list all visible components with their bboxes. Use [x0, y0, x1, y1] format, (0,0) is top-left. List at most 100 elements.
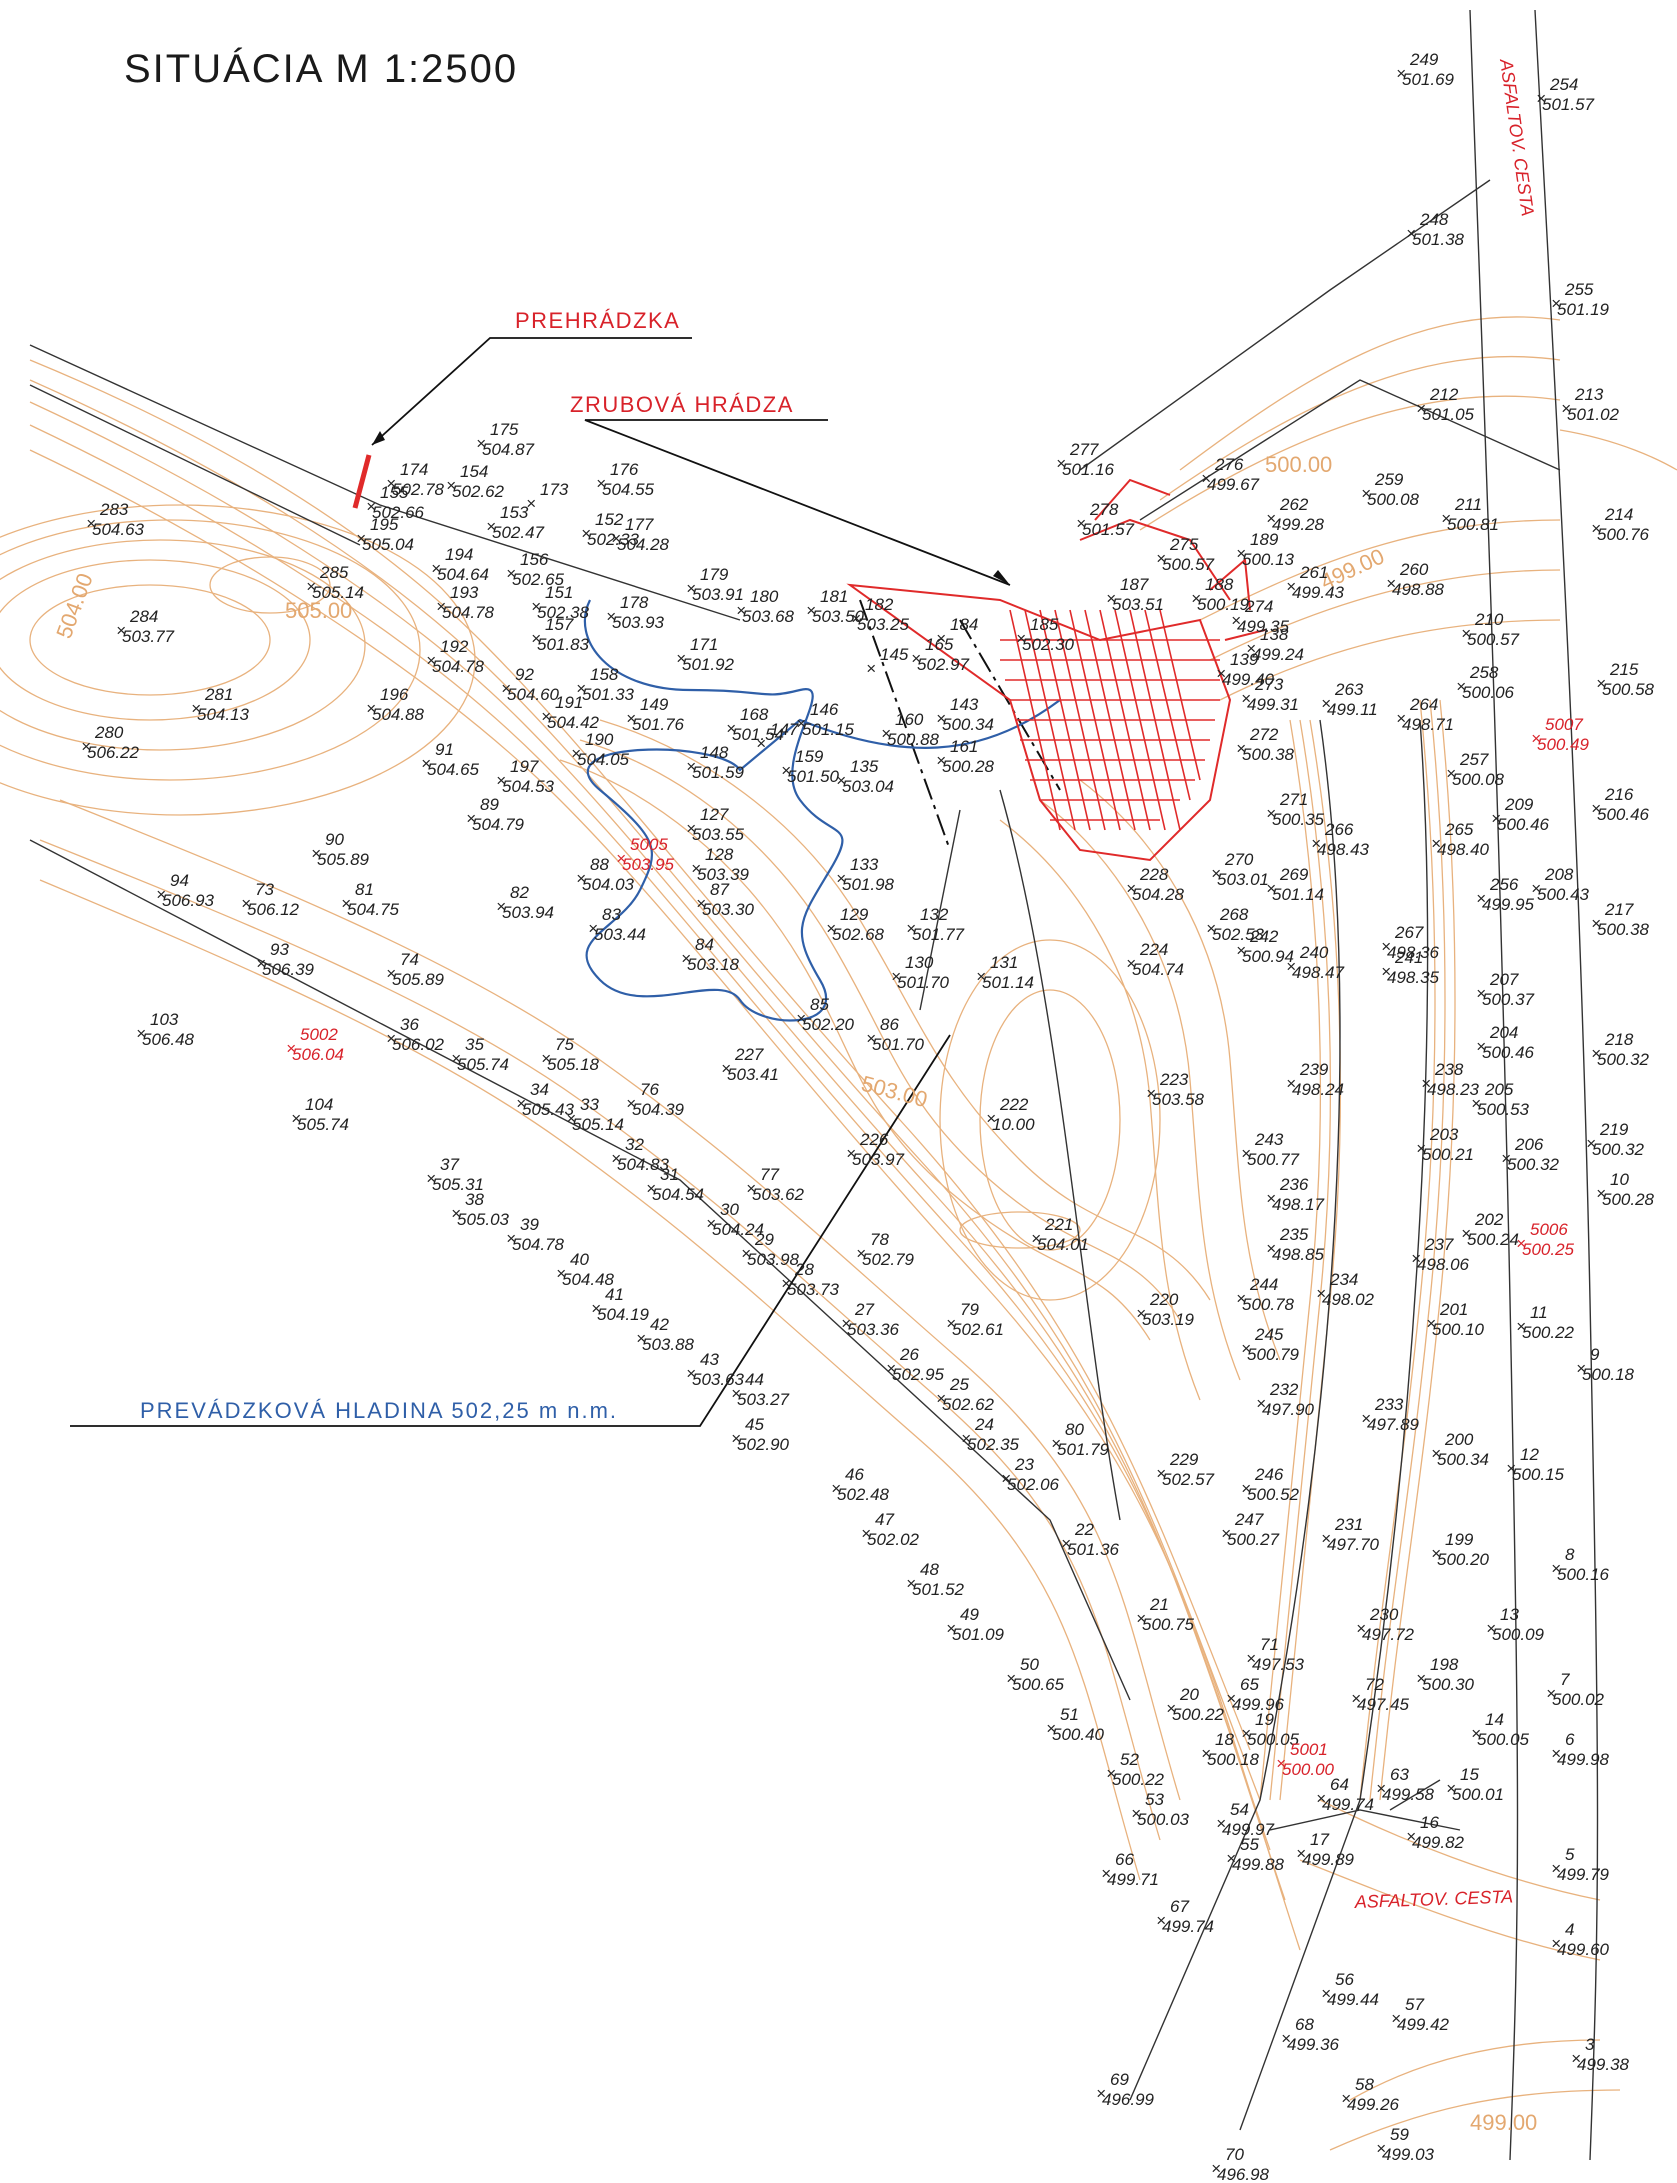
point-marker: ×	[1241, 1479, 1251, 1498]
point-marker: ×	[386, 1029, 396, 1048]
point-number: 147	[770, 720, 799, 739]
point-elevation: 504.48	[562, 1270, 615, 1289]
point-number: 218	[1604, 1030, 1634, 1049]
point-number: 206	[1514, 1135, 1544, 1154]
point-number: 236	[1279, 1175, 1309, 1194]
point-elevation: 498.24	[1292, 1080, 1344, 1099]
point-number: 56	[1335, 1970, 1354, 1989]
point-elevation: 502.48	[837, 1485, 890, 1504]
point-marker: ×	[86, 514, 96, 533]
point-elevation: 500.81	[1447, 515, 1499, 534]
point-number: 26	[899, 1345, 919, 1364]
point-number: 249	[1409, 50, 1439, 69]
point-marker: ×	[1166, 1699, 1176, 1718]
point-marker: ×	[1101, 1864, 1111, 1883]
point-number: 232	[1269, 1380, 1299, 1399]
point-marker: ×	[1106, 589, 1116, 608]
point-marker: ×	[1126, 879, 1136, 898]
point-marker: ×	[1316, 1789, 1326, 1808]
point-number: 17	[1310, 1830, 1329, 1849]
point-number: 65	[1240, 1675, 1259, 1694]
point-elevation: 499.67	[1207, 475, 1260, 494]
point-marker: ×	[851, 609, 861, 628]
point-number: 82	[510, 883, 529, 902]
point-elevation: 503.88	[642, 1335, 695, 1354]
point-elevation: 504.42	[547, 713, 600, 732]
point-number: 28	[794, 1260, 814, 1279]
point-elevation: 502.65	[512, 570, 565, 589]
point-marker: ×	[1016, 629, 1026, 648]
point-number: 181	[820, 587, 848, 606]
point-number: 37	[440, 1155, 459, 1174]
point-marker: ×	[1006, 1669, 1016, 1688]
point-elevation: 500.22	[1172, 1705, 1225, 1724]
point-number: 5002	[300, 1025, 338, 1044]
point-marker: ×	[1431, 1444, 1441, 1463]
point-number: 259	[1374, 470, 1404, 489]
point-elevation: 499.44	[1327, 1990, 1379, 2009]
point-elevation: 504.64	[437, 565, 489, 584]
point-elevation: 499.89	[1302, 1850, 1355, 1869]
point-marker: ×	[1311, 834, 1321, 853]
point-number: 23	[1014, 1455, 1034, 1474]
point-marker: ×	[1076, 514, 1086, 533]
point-marker: ×	[1551, 1559, 1561, 1578]
point-marker: ×	[576, 869, 586, 888]
point-marker: ×	[1061, 1534, 1071, 1553]
point-marker: ×	[836, 869, 846, 888]
point-number: 35	[465, 1035, 484, 1054]
point-elevation: 499.38	[1577, 2055, 1630, 2074]
point-elevation: 499.36	[1287, 2035, 1340, 2054]
point-marker: ×	[686, 1364, 696, 1383]
point-number: 231	[1334, 1515, 1363, 1534]
point-elevation: 500.19	[1197, 595, 1250, 614]
point-elevation: 500.28	[1602, 1190, 1655, 1209]
point-elevation: 503.98	[747, 1250, 800, 1269]
point-marker: ×	[831, 1479, 841, 1498]
point-number: 216	[1604, 785, 1634, 804]
point-elevation: 500.32	[1597, 1050, 1650, 1069]
point-number: 285	[319, 563, 349, 582]
point-marker: ×	[1421, 1074, 1431, 1093]
point-marker: ×	[1046, 1719, 1056, 1738]
point-elevation: 500.10	[1432, 1320, 1485, 1339]
point-elevation: 504.78	[442, 603, 495, 622]
point-elevation: 499.96	[1232, 1695, 1285, 1714]
point-number: 203	[1429, 1125, 1459, 1144]
point-marker: ×	[1551, 1859, 1561, 1878]
point-number: 207	[1489, 970, 1519, 989]
point-number: 283	[99, 500, 129, 519]
point-elevation: 498.02	[1322, 1290, 1375, 1309]
point-number: 184	[950, 615, 978, 634]
point-number: 257	[1459, 750, 1489, 769]
point-elevation: 501.77	[912, 925, 965, 944]
point-marker: ×	[81, 737, 91, 756]
point-number: 204	[1489, 1023, 1518, 1042]
point-elevation: 500.88	[887, 730, 940, 749]
point-number: 51	[1060, 1705, 1079, 1724]
